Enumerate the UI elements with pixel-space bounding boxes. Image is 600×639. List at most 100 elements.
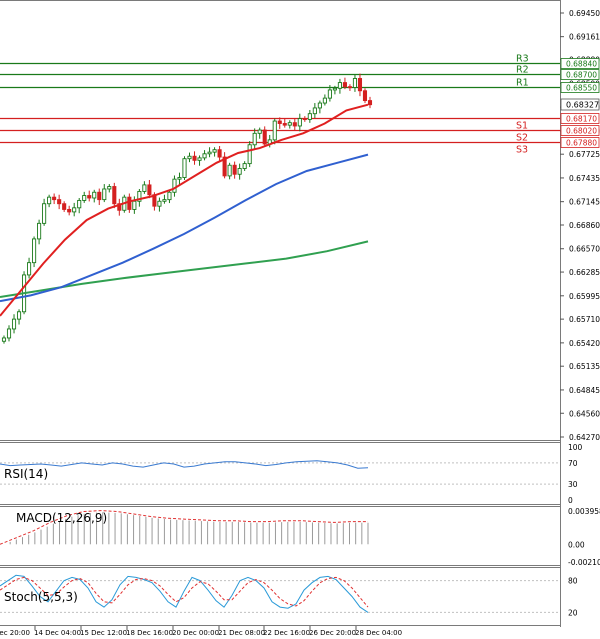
level-price-tags: 0.68840 0.68700 0.68550 0.68170 0.68020 0.678…: [560, 58, 600, 148]
candle-body: [77, 199, 82, 209]
candle-body: [262, 129, 267, 145]
candle-body: [287, 122, 292, 126]
price-tick-label: 0.64845: [569, 386, 600, 395]
candle-body: [352, 78, 358, 88]
level-tag-bg: [560, 69, 600, 80]
candle-body: [227, 164, 232, 177]
candle-body: [92, 191, 97, 199]
candle-body: [162, 199, 167, 202]
candle-body: [11, 318, 17, 330]
macd-label: MACD(12,26,9): [16, 511, 107, 525]
level-tag-label: 0.68170: [566, 115, 597, 124]
price-tick-label: 0.67435: [569, 174, 600, 183]
candle-body: [347, 86, 352, 89]
price-tick-label: 0.65995: [569, 292, 600, 301]
candle-body: [207, 151, 212, 155]
price-tick-label: 0.67145: [569, 198, 600, 207]
candle-body: [57, 199, 62, 205]
level-tag-label: 0.67880: [566, 139, 597, 148]
candlestick-series: [1, 73, 373, 344]
macd-tick-label: 0.00: [568, 540, 585, 549]
price-tick-label: 0.67725: [569, 150, 600, 159]
level-name-s1: S1: [516, 121, 528, 132]
time-tick-label: 20 Dec 00:00: [172, 629, 219, 637]
candle-body: [27, 262, 32, 276]
candle-body: [147, 184, 152, 196]
candle-body: [252, 132, 257, 146]
candle-body: [327, 89, 332, 99]
level-tag-bg: [560, 113, 600, 124]
level-name-s2: S2: [516, 133, 528, 144]
level-name-r2: R2: [516, 65, 529, 76]
level-tag-label: 0.68550: [566, 84, 597, 93]
candle-body: [112, 186, 117, 205]
stoch-label: Stoch(5,5,3): [4, 590, 78, 604]
candle-body: [357, 78, 363, 92]
candle-body: [292, 122, 297, 127]
candle-body: [67, 208, 72, 213]
candle-body: [167, 191, 172, 201]
candle-body: [297, 118, 302, 127]
candle-body: [197, 157, 202, 161]
price-tick-label: 0.65135: [569, 362, 600, 371]
candle-body: [257, 129, 262, 134]
ma-mid-line: [0, 153, 369, 303]
level-tag-label: 0.68840: [566, 60, 597, 69]
candle-body: [32, 238, 37, 264]
candle-body: [202, 153, 207, 159]
candle-body: [182, 158, 187, 178]
candle-body: [342, 82, 347, 88]
candle-body: [362, 90, 368, 102]
candle-body: [127, 196, 132, 210]
price-tick-label: 0.69161: [569, 33, 600, 42]
level-name-r1: R1: [516, 78, 529, 89]
rsi-label: RSI(14): [4, 467, 48, 481]
candle-body: [192, 155, 197, 161]
candle-body: [317, 102, 322, 109]
current-price-tag: 0.68327: [566, 101, 599, 110]
level-tag-bg: [560, 125, 600, 136]
candle-body: [52, 196, 57, 201]
candle-body: [177, 177, 182, 180]
candle-body: [312, 107, 317, 115]
candle-body: [137, 190, 142, 202]
current-price-tag-bg: [560, 98, 600, 111]
level-tag-bg: [560, 137, 600, 148]
time-tick-label: 21 Dec 08:00: [218, 629, 265, 637]
level-tag-label: 0.68020: [566, 127, 597, 136]
candle-body: [16, 311, 22, 320]
time-tick-label: 28 Dec 04:00: [355, 629, 402, 637]
candle-body: [212, 149, 217, 153]
time-tick-label: 26 Dec 20:00: [309, 629, 356, 637]
price-tick-label: 0.65710: [569, 315, 600, 324]
candle-body: [82, 195, 87, 201]
rsi-tick-label: 70: [568, 459, 578, 468]
price-tick-label: 0.66860: [569, 221, 600, 230]
candle-body: [242, 163, 247, 169]
candle-body: [232, 164, 237, 175]
price-tick-label: 0.64270: [569, 433, 600, 442]
time-tick-label: 14 Dec 04:00: [34, 629, 81, 637]
candle-body: [1, 337, 7, 342]
price-tick-label: 0.64560: [569, 409, 600, 418]
candle-body: [132, 200, 137, 210]
candle-body: [6, 328, 12, 339]
time-tick-label: 22 Dec 16:00: [263, 629, 310, 637]
rsi-pane: 100 70 30 0: [0, 443, 583, 505]
candle-body: [322, 97, 327, 104]
macd-tick-label: 0.003958: [568, 507, 600, 516]
candle-body: [157, 200, 162, 207]
candle-body: [187, 155, 192, 160]
time-tick-label: 15 Dec 12:00: [80, 629, 127, 637]
level-name-s3: S3: [516, 145, 528, 156]
stoch-tick-label: 20: [568, 608, 578, 617]
candle-body: [42, 203, 47, 224]
candle-body: [142, 184, 147, 192]
macd-tick-label: -0.002104: [568, 558, 600, 567]
candle-body: [107, 186, 112, 190]
level-tag-bg: [560, 58, 600, 69]
candle-body: [332, 87, 337, 91]
candle-body: [302, 118, 307, 121]
stoch-k-line: [0, 574, 369, 613]
